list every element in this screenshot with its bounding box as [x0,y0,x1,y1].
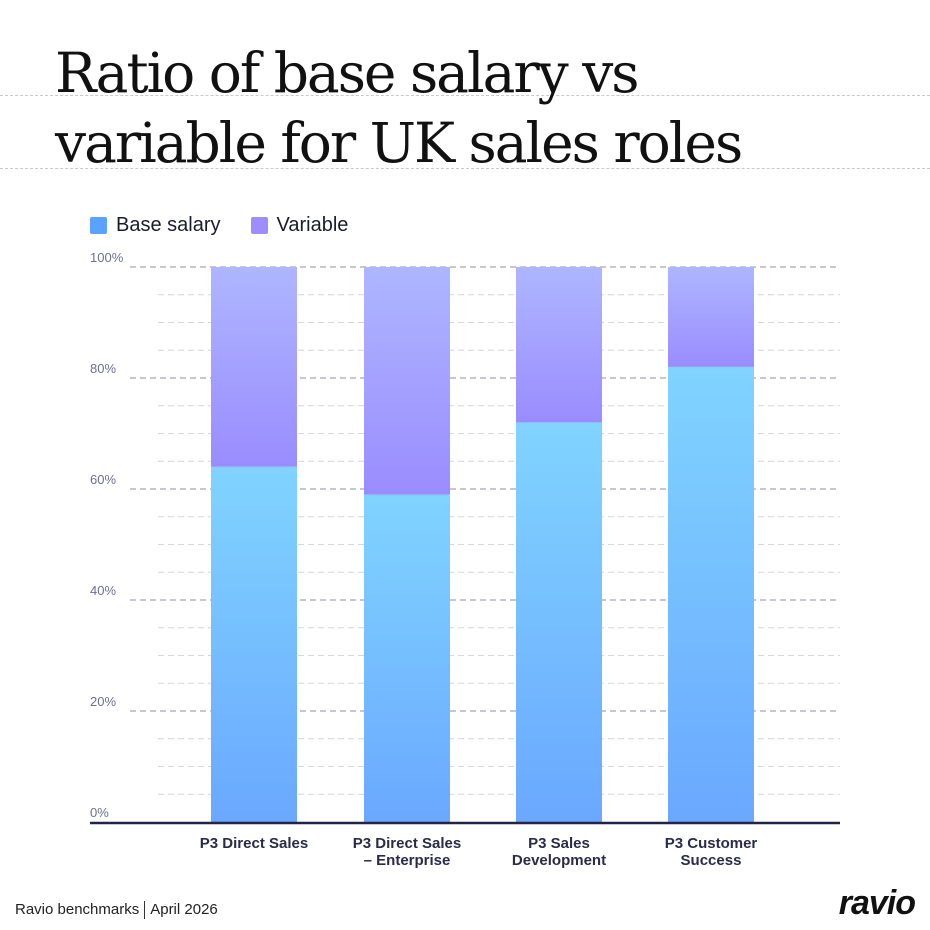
legend-swatch-base [90,217,107,234]
x-tick-label: Success [681,852,742,869]
legend-item-base: Base salary [90,214,221,237]
legend-item-variable: Variable [250,214,349,237]
y-tick-label: 80% [90,361,116,376]
bar-base-salary [364,494,450,822]
y-tick-label: 0% [90,805,109,820]
bar-variable [516,267,602,423]
bar-base-salary [516,422,602,822]
legend-label: Variable [276,214,349,236]
footer-divider [144,901,146,920]
y-tick-label: 100% [90,250,124,265]
legend: Base salary Variable [90,214,348,237]
ravio-logo: ravio [838,884,916,922]
bar-base-salary [211,466,297,822]
x-tick-label: P3 Sales [528,835,590,852]
legend-swatch-variable [250,217,268,234]
x-tick-label: Development [512,852,606,869]
x-tick-label: P3 Customer [665,835,758,852]
title-guide-line [0,95,930,96]
title-line: Ratio of base salary vs [55,41,640,105]
title-guide-line [0,168,930,169]
title-line: variable for UK sales roles [55,111,743,175]
legend-label: Base salary [116,214,221,236]
footer: Ravio benchmarks April 2026 [15,901,218,920]
y-tick-label: 60% [90,472,116,487]
x-tick-label: P3 Direct Sales [200,835,308,852]
bar-variable [211,267,297,467]
footer-date: April 2026 [150,901,218,918]
bar-variable [364,267,450,495]
x-tick-label: – Enterprise [364,852,451,869]
chart-title: Ratio of base salary vs variable for UK … [55,38,743,178]
y-tick-label: 20% [90,694,116,709]
y-tick-label: 40% [90,583,116,598]
x-tick-label: P3 Direct Sales [353,835,461,852]
footer-source: Ravio benchmarks [15,901,140,918]
bar-base-salary [668,366,754,822]
bar-variable [668,267,754,367]
